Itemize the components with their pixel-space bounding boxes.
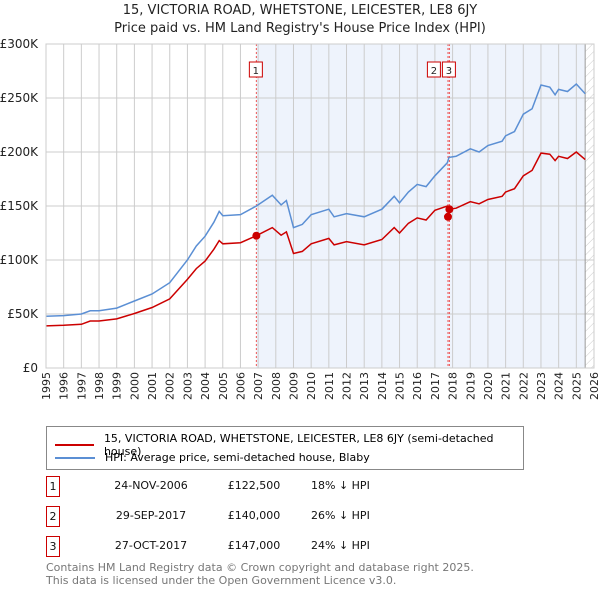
y-tick-label: £250K	[0, 91, 39, 105]
x-tick-label: 2008	[270, 372, 283, 400]
transaction-date: 29-SEP-2017	[115, 509, 187, 522]
x-tick-label: 1996	[58, 372, 71, 400]
legend-label-property: 15, VICTORIA ROAD, WHETSTONE, LEICESTER,…	[103, 432, 494, 458]
x-tick-label: 2023	[535, 372, 548, 400]
property-price-line	[45, 151, 586, 327]
legend-swatch-hpi	[55, 456, 95, 459]
footer-copyright: Contains HM Land Registry data © Crown c…	[46, 561, 474, 574]
x-tick-label: 2012	[341, 372, 354, 400]
x-tick-label: 2013	[358, 372, 371, 400]
y-tick-label: £50K	[7, 307, 39, 321]
transaction-number: 3	[46, 536, 60, 557]
x-tick-label: 2005	[217, 372, 230, 400]
x-tick-label: 2001	[146, 372, 159, 400]
chart-svg: 1995 1996 1997 1998 1999 2000 2001 2002 2003 2004…	[0, 37, 600, 400]
chart-title: 15, VICTORIA ROAD, WHETSTONE, LEICESTER,…	[122, 3, 478, 18]
transaction-price: £122,500	[227, 479, 281, 492]
x-tick-label: 1998	[93, 372, 106, 400]
sale-label-number: 3	[446, 66, 452, 77]
legend-label-hpi: HPI: Average price, semi-detached house,…	[105, 451, 370, 464]
x-tick-label: 2007	[252, 372, 265, 400]
sale-point	[445, 205, 454, 214]
y-tick-label: £200K	[0, 145, 39, 159]
transaction-hpi-diff: 26% ↓ HPI	[311, 509, 370, 522]
x-tick-label: 2006	[234, 372, 247, 400]
x-tick-label: 2018	[447, 372, 460, 400]
x-tick-label: 2022	[517, 372, 530, 400]
y-tick-label: £300K	[0, 37, 39, 51]
x-tick-label: 2019	[464, 372, 477, 400]
x-tick-label: 2003	[181, 372, 194, 400]
x-tick-label: 1995	[40, 372, 53, 400]
sale-label-box	[426, 61, 441, 78]
transaction-price: £147,000	[227, 539, 281, 552]
sale-label-box	[441, 61, 456, 78]
sale-point	[252, 231, 261, 240]
sale-label-box	[248, 61, 263, 78]
transaction-hpi-diff: 18% ↓ HPI	[311, 479, 370, 492]
x-tick-label: 2020	[482, 372, 495, 400]
x-tick-label: 2026	[588, 372, 600, 400]
x-tick-label: 2016	[411, 372, 424, 400]
legend-swatch-property	[55, 444, 94, 446]
x-tick-label: 2014	[376, 372, 389, 400]
x-tick-label: 2017	[429, 372, 442, 400]
x-tick-label: 2011	[323, 372, 336, 400]
transaction-number: 2	[46, 506, 60, 527]
plot-border	[45, 43, 595, 369]
legend: 15, VICTORIA ROAD, WHETSTONE, LEICESTER,…	[46, 426, 524, 470]
sale-label-number: 1	[253, 66, 259, 77]
transaction-hpi-diff: 24% ↓ HPI	[311, 539, 370, 552]
x-tick-label: 2015	[394, 372, 407, 400]
y-tick-label: £100K	[0, 253, 39, 267]
x-tick-label: 2000	[128, 372, 141, 400]
x-tick-label: 2004	[199, 372, 212, 400]
x-tick-label: 2010	[305, 372, 318, 400]
sale-point	[443, 212, 452, 221]
x-tick-label: 2024	[553, 372, 566, 400]
transaction-date: 24-NOV-2006	[114, 479, 188, 492]
transaction-price: £140,000	[227, 509, 281, 522]
x-tick-label: 1997	[75, 372, 88, 400]
sale-label-number: 2	[431, 66, 437, 77]
x-tick-label: 2021	[500, 372, 513, 400]
transaction-number: 1	[46, 476, 60, 497]
chart-subtitle: Price paid vs. HM Land Registry's House …	[114, 21, 486, 36]
y-tick-label: £150K	[0, 199, 39, 213]
x-tick-label: 2002	[164, 372, 177, 400]
x-tick-label: 2009	[287, 372, 300, 400]
y-tick-label: £0	[23, 361, 38, 375]
hpi-line	[45, 82, 586, 317]
x-tick-label: 2025	[570, 372, 583, 400]
x-tick-label: 1999	[111, 372, 124, 400]
footer-license: This data is licensed under the Open Gov…	[46, 574, 397, 587]
transaction-date: 27-OCT-2017	[114, 539, 188, 552]
